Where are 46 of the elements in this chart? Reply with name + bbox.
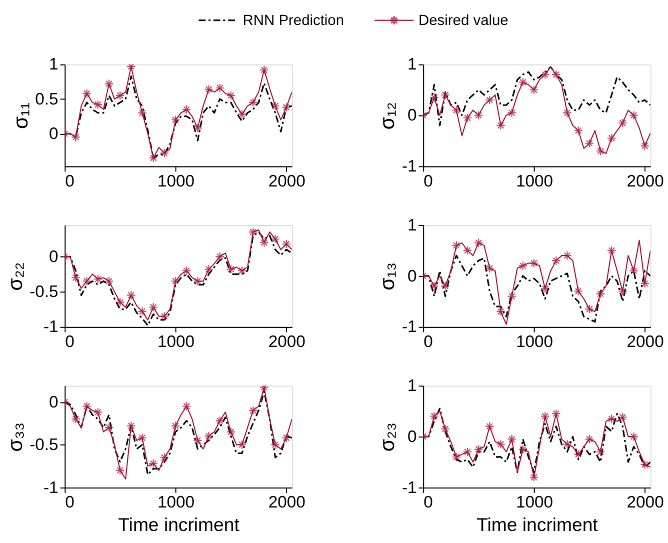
x-tick-label: 0	[65, 492, 74, 512]
x-tick-label: 0	[424, 171, 433, 190]
y-tick-label: 0	[408, 426, 417, 446]
x-tick-label: 2000	[268, 492, 306, 512]
x-tick-label: 0	[65, 171, 74, 190]
y-tick-label: -1	[402, 156, 417, 176]
y-axis-title: σ₂₂	[4, 262, 27, 291]
x-axis-title: Time incriment	[476, 514, 599, 536]
x-tick-label: 0	[424, 332, 433, 351]
x-tick-label: 2000	[268, 332, 306, 351]
y-axis-title: σ₁₁	[9, 102, 32, 130]
y-tick-label: 1	[408, 54, 417, 74]
y-tick-label: 0	[49, 246, 58, 266]
y-axis-title: σ₃₃	[4, 422, 27, 452]
x-axis-title: Time incriment	[118, 514, 240, 536]
y-tick-label: 0	[49, 124, 58, 144]
x-tick-label: 1000	[157, 171, 194, 190]
y-axis-title: σ₁₂	[376, 102, 400, 130]
y-tick-label: 1	[408, 215, 417, 234]
legend-label: Desired value	[418, 13, 508, 30]
y-tick-label: 0	[408, 266, 417, 286]
x-tick-label: 1000	[157, 492, 194, 512]
x-tick-label: 1000	[516, 492, 553, 512]
x-tick-label: 2000	[626, 171, 664, 190]
y-tick-label: 1	[408, 376, 417, 396]
y-tick-label: 1	[49, 54, 58, 74]
y-axis-title: σ₁₃	[376, 262, 400, 290]
legend-label: RNN Prediction	[242, 13, 344, 30]
y-tick-label: -1	[43, 478, 58, 497]
y-tick-label: -1	[43, 317, 58, 336]
x-tick-label: 1000	[516, 171, 553, 190]
y-tick-label: 0	[408, 106, 417, 125]
y-axis-title: σ₂₃	[376, 422, 400, 452]
x-tick-label: 0	[424, 492, 433, 512]
y-tick-label: -0.5	[30, 435, 58, 454]
x-tick-label: 2000	[626, 332, 664, 351]
x-tick-label: 2000	[626, 492, 664, 512]
y-tick-label: 0	[49, 392, 58, 412]
x-tick-label: 1000	[157, 332, 194, 351]
y-tick-label: 0.5	[35, 89, 58, 108]
y-tick-label: -0.5	[30, 282, 58, 302]
y-tick-label: -1	[402, 478, 417, 497]
x-tick-label: 1000	[516, 332, 553, 351]
y-tick-label: -1	[402, 317, 417, 336]
x-tick-label: 2000	[268, 171, 306, 190]
x-tick-label: 0	[65, 332, 74, 351]
